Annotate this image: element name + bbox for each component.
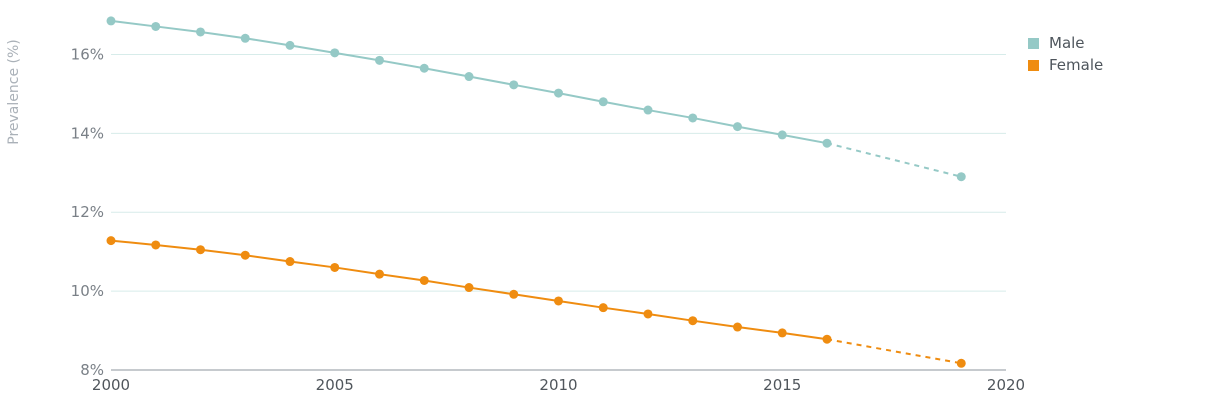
legend-swatch-male — [1028, 37, 1039, 49]
data-point — [509, 289, 519, 299]
data-point — [285, 257, 295, 267]
data-point — [643, 309, 653, 319]
data-point — [598, 97, 608, 107]
y-axis-ticks: 8% 10% 12% 14% 16% — [71, 45, 104, 379]
data-point — [688, 113, 698, 123]
data-point — [688, 316, 698, 326]
data-point — [330, 262, 340, 272]
data-point — [956, 358, 966, 368]
data-point — [509, 80, 519, 90]
data-point — [822, 334, 832, 344]
series-projection-line — [826, 142, 962, 178]
data-point — [554, 296, 563, 306]
data-point — [822, 138, 832, 148]
y-tick-label: 16% — [71, 45, 104, 63]
x-tick-label: 2020 — [987, 376, 1025, 394]
data-point — [330, 48, 340, 58]
legend: Male Female — [1028, 32, 1103, 76]
x-tick-label: 2005 — [316, 376, 354, 394]
legend-item-female[interactable]: Female — [1028, 54, 1103, 76]
data-point — [240, 33, 250, 43]
grid-lines — [111, 53, 1006, 371]
data-point — [464, 283, 474, 293]
data-point — [375, 55, 384, 65]
y-axis-title: Prevalence (%) — [6, 39, 22, 145]
data-point — [733, 122, 742, 132]
y-tick-label: 14% — [71, 124, 104, 142]
data-point — [106, 236, 116, 246]
data-point — [375, 269, 384, 279]
data-point — [151, 240, 161, 250]
series-male — [106, 16, 966, 182]
data-point — [643, 105, 653, 115]
data-point — [419, 275, 429, 285]
data-point — [151, 21, 161, 31]
data-point — [196, 27, 205, 37]
x-tick-label: 2015 — [763, 376, 801, 394]
series-layer — [106, 16, 966, 368]
data-point — [554, 88, 563, 98]
x-tick-label: 2010 — [539, 376, 577, 394]
y-tick-label: 10% — [71, 282, 104, 300]
x-axis-ticks: 2000 2005 2010 2015 2020 — [92, 376, 1025, 394]
x-tick-label: 2000 — [92, 376, 130, 394]
data-point — [240, 250, 250, 260]
data-point — [598, 303, 608, 313]
legend-item-male[interactable]: Male — [1028, 32, 1103, 54]
data-point — [285, 40, 295, 50]
legend-label-female: Female — [1049, 56, 1104, 74]
legend-label-male: Male — [1049, 34, 1085, 52]
y-tick-label: 12% — [71, 203, 104, 221]
data-point — [106, 16, 116, 26]
y-tick-label: 8% — [80, 361, 104, 379]
legend-swatch-female — [1028, 59, 1039, 71]
data-point — [956, 172, 966, 182]
data-point — [196, 245, 205, 255]
series-projection-line — [826, 338, 962, 365]
data-point — [777, 328, 787, 338]
data-point — [777, 130, 787, 140]
series-line — [110, 19, 828, 145]
data-point — [419, 63, 429, 73]
data-point — [464, 72, 474, 82]
series-female — [106, 236, 966, 368]
data-point — [733, 322, 742, 332]
